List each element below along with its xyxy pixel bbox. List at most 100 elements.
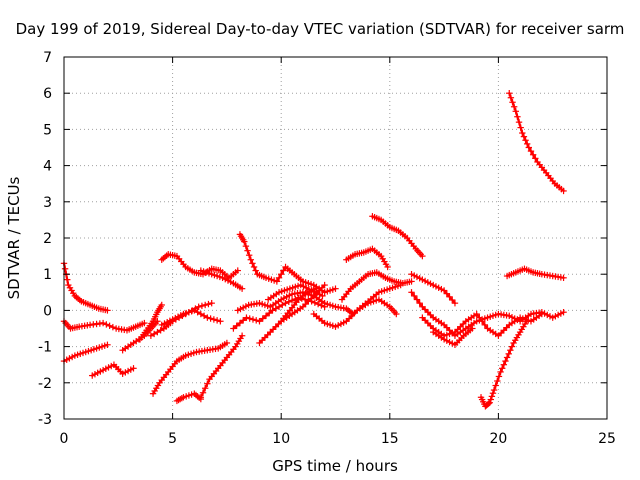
- data-point-marker: [141, 319, 148, 327]
- data-point-marker: [201, 301, 209, 309]
- y-tick-label: 0: [43, 303, 52, 319]
- data-point-marker: [236, 319, 244, 327]
- chart-title: Day 199 of 2019, Sidereal Day-to-day VTE…: [16, 20, 625, 38]
- data-point-marker: [109, 323, 117, 331]
- data-point-marker: [499, 365, 506, 372]
- data-point-marker: [130, 365, 137, 372]
- data-point-marker: [247, 256, 254, 263]
- series-s28: [430, 325, 476, 348]
- series-s24: [354, 296, 400, 318]
- series-s27: [419, 310, 546, 339]
- data-point-marker: [408, 278, 415, 285]
- data-point-marker: [273, 278, 281, 285]
- data-point-marker: [469, 325, 476, 332]
- data-point-marker: [507, 94, 515, 101]
- series-s4: [89, 361, 137, 379]
- data-point-marker: [512, 108, 519, 115]
- data-point-marker: [478, 318, 486, 325]
- data-point-marker: [239, 317, 247, 324]
- data-point-marker: [266, 309, 273, 317]
- data-point-marker: [158, 301, 165, 309]
- data-point-marker: [234, 267, 241, 274]
- y-tick-label: 5: [43, 122, 52, 138]
- data-point-marker: [473, 310, 480, 318]
- data-point-marker: [238, 285, 246, 292]
- data-point-marker: [280, 267, 287, 274]
- data-point-marker: [514, 113, 521, 120]
- data-point-marker: [245, 251, 253, 259]
- data-point-marker: [99, 319, 107, 327]
- data-point-marker: [492, 382, 499, 389]
- data-point-marker: [503, 354, 511, 361]
- data-point-marker: [332, 285, 339, 292]
- data-point-marker: [502, 357, 509, 365]
- series-line: [508, 92, 565, 192]
- y-tick-label: 7: [43, 50, 52, 66]
- data-point-marker: [194, 309, 201, 316]
- axis-ticks: [63, 56, 608, 420]
- y-tick-labels: -3 -2 -1 0 1 2 3 4 5 6 7: [38, 50, 52, 428]
- data-point-marker: [508, 343, 516, 350]
- data-point-marker: [413, 296, 421, 303]
- data-point-marker: [243, 314, 250, 321]
- data-point-marker: [519, 129, 526, 137]
- data-point-marker: [197, 310, 205, 318]
- data-point-marker: [507, 347, 514, 354]
- series-s12: [158, 251, 241, 282]
- data-point-marker: [560, 274, 567, 282]
- data-point-marker: [506, 90, 513, 97]
- data-point-marker: [104, 341, 111, 348]
- x-tick-label: 25: [598, 431, 616, 447]
- data-point-marker: [204, 380, 211, 387]
- x-axis-label: GPS time / hours: [272, 457, 398, 475]
- x-tick-label: 0: [60, 431, 69, 447]
- data-point-marker: [249, 260, 256, 267]
- series-s29: [477, 318, 530, 410]
- data-point-marker: [523, 318, 530, 325]
- data-point-marker: [233, 322, 240, 329]
- data-point-marker: [311, 299, 319, 306]
- data-point-marker: [451, 299, 459, 307]
- data-point-marker: [272, 305, 279, 312]
- x-tick-label: 10: [272, 431, 290, 447]
- plot-frame: [63, 56, 608, 420]
- series-s21: [338, 269, 415, 303]
- data-point-marker: [256, 318, 263, 325]
- data-point-marker: [488, 393, 496, 400]
- data-point-marker: [411, 292, 418, 300]
- data-point-marker: [201, 385, 209, 392]
- data-point-marker: [495, 373, 503, 380]
- series-s11: [197, 332, 246, 401]
- data-point-marker: [497, 368, 504, 376]
- data-point-marker: [288, 297, 296, 304]
- data-point-marker: [200, 312, 208, 320]
- series-s31: [506, 90, 567, 195]
- data-point-marker: [517, 124, 524, 131]
- grid: [64, 57, 607, 419]
- data-point-marker: [393, 310, 400, 318]
- x-tick-label: 5: [168, 431, 177, 447]
- data-point-marker: [250, 263, 258, 271]
- series-s30: [503, 265, 567, 282]
- data-point-marker: [217, 318, 224, 325]
- data-point-marker: [523, 140, 531, 148]
- data-point-marker: [515, 118, 523, 126]
- data-point-marker: [244, 247, 251, 254]
- data-point-marker: [61, 265, 69, 272]
- data-point-marker: [157, 327, 164, 334]
- data-point-marker: [314, 300, 322, 308]
- y-tick-label: 1: [43, 267, 52, 283]
- series-s19: [278, 281, 328, 325]
- data-point-marker: [210, 316, 218, 323]
- data-point-marker: [275, 303, 283, 310]
- data-point-marker: [532, 155, 539, 162]
- data-point-marker: [275, 274, 283, 282]
- data-point-marker: [259, 315, 266, 322]
- series-s1: [60, 260, 111, 314]
- data-point-marker: [419, 252, 426, 260]
- series-s13: [197, 267, 246, 292]
- data-point-marker: [204, 314, 211, 321]
- series-s2: [60, 318, 148, 334]
- data-point-marker: [529, 151, 537, 158]
